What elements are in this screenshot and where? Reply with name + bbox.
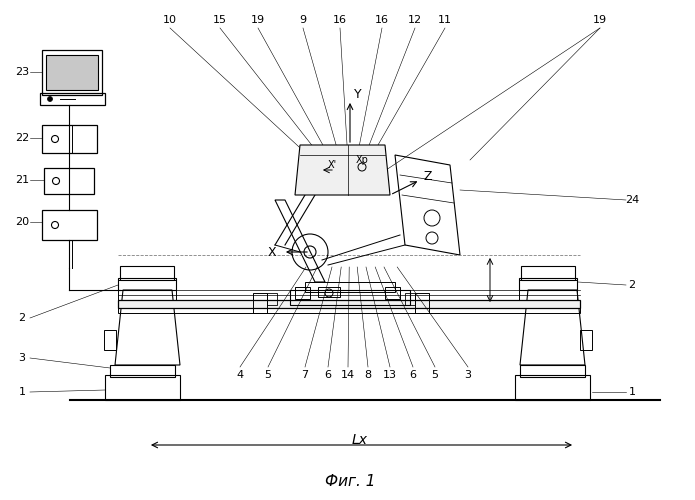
Bar: [253, 293, 267, 313]
Text: 9: 9: [300, 15, 306, 25]
Text: 6: 6: [409, 370, 416, 380]
Polygon shape: [295, 145, 390, 195]
Text: 2: 2: [19, 313, 26, 323]
Text: 16: 16: [333, 15, 347, 25]
Bar: [120, 266, 174, 280]
Bar: [105, 375, 180, 400]
Text: 6: 6: [325, 370, 332, 380]
Bar: [519, 280, 577, 300]
Bar: [118, 278, 176, 290]
Bar: [46, 55, 98, 90]
Text: 20: 20: [15, 217, 29, 227]
Text: Z: Z: [424, 170, 432, 183]
Text: 13: 13: [383, 370, 397, 380]
Text: 15: 15: [213, 15, 227, 25]
Text: 24: 24: [625, 195, 639, 205]
Text: 5: 5: [265, 370, 272, 380]
Bar: [385, 287, 400, 299]
Text: Lx: Lx: [352, 433, 368, 447]
Bar: [42, 210, 97, 240]
Text: 3: 3: [19, 353, 26, 363]
Bar: [44, 168, 94, 194]
Text: 1: 1: [19, 387, 26, 397]
Text: 1: 1: [628, 387, 635, 397]
Text: 22: 22: [15, 133, 29, 143]
Text: 8: 8: [364, 370, 372, 380]
Text: X: X: [268, 246, 277, 258]
Text: X': X': [327, 160, 336, 170]
Text: 21: 21: [15, 175, 29, 185]
Bar: [118, 280, 176, 300]
Bar: [118, 300, 580, 308]
Text: 12: 12: [408, 15, 422, 25]
Text: 11: 11: [438, 15, 452, 25]
Bar: [519, 278, 577, 290]
Text: 5: 5: [432, 370, 439, 380]
Text: Y: Y: [354, 88, 361, 102]
Bar: [40, 93, 105, 105]
Text: 19: 19: [593, 15, 607, 25]
Bar: [295, 287, 310, 299]
Text: 14: 14: [341, 370, 355, 380]
Bar: [580, 330, 592, 350]
Text: 19: 19: [251, 15, 265, 25]
Text: Xp: Xp: [356, 155, 368, 165]
Bar: [104, 330, 116, 350]
Bar: [42, 125, 97, 153]
Text: 10: 10: [163, 15, 177, 25]
Bar: [118, 308, 580, 313]
Bar: [515, 375, 590, 400]
Text: 3: 3: [464, 370, 471, 380]
Circle shape: [47, 96, 53, 102]
Text: 2: 2: [628, 280, 635, 290]
Text: 16: 16: [375, 15, 389, 25]
Text: 4: 4: [236, 370, 243, 380]
Text: Фиг. 1: Фиг. 1: [325, 474, 375, 490]
Bar: [267, 293, 277, 305]
Bar: [415, 293, 429, 313]
Text: 23: 23: [15, 67, 29, 77]
Bar: [290, 290, 410, 305]
Bar: [520, 365, 585, 377]
Bar: [42, 50, 102, 95]
Bar: [405, 293, 415, 305]
Bar: [318, 287, 340, 297]
Bar: [305, 282, 395, 292]
Text: 7: 7: [302, 370, 309, 380]
Bar: [110, 365, 175, 377]
Bar: [521, 266, 575, 280]
